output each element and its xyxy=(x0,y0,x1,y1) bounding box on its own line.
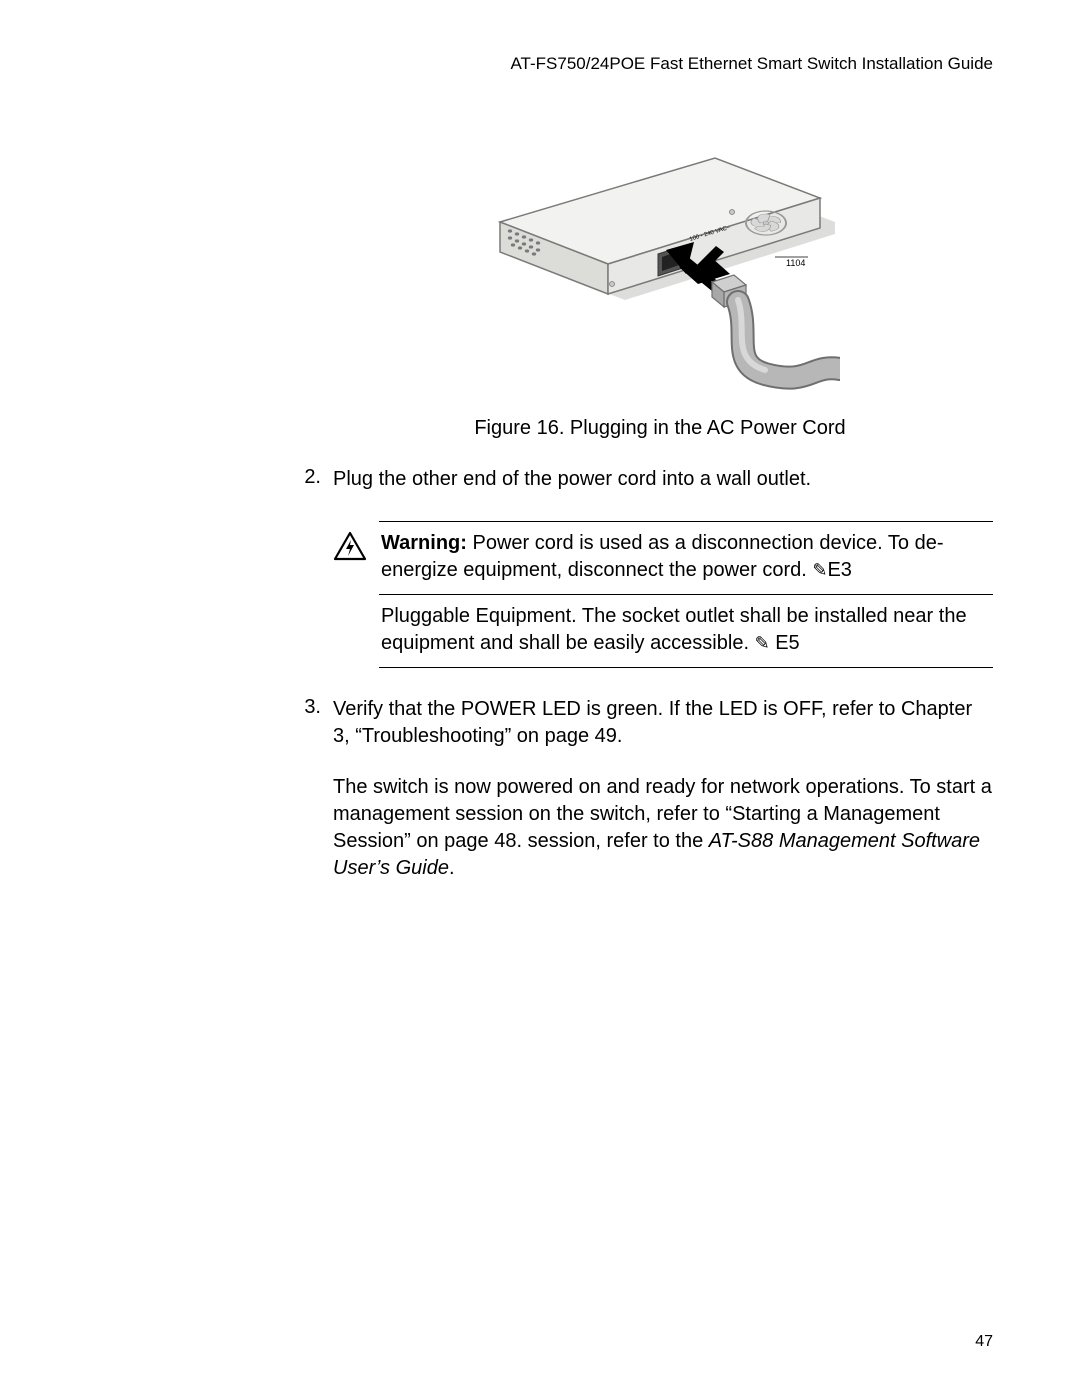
step-3-number: 3. xyxy=(287,696,333,719)
figure-num-label: 1104 xyxy=(786,258,805,268)
step-3: 3. Verify that the POWER LED is green. I… xyxy=(287,696,993,882)
warning-label: Warning: xyxy=(381,532,467,554)
step-2-number: 2. xyxy=(287,466,333,489)
step-3-p1: Verify that the POWER LED is green. If t… xyxy=(333,696,993,750)
step-2: 2. Plug the other end of the power cord … xyxy=(287,466,993,493)
step-2-text: Plug the other end of the power cord int… xyxy=(333,466,993,493)
warning-block: Warning: Power cord is used as a disconn… xyxy=(333,521,993,668)
warning-2: Pluggable Equipment. The socket outlet s… xyxy=(379,595,993,667)
figure-caption: Figure 16. Plugging in the AC Power Cord xyxy=(327,417,993,440)
page-number: 47 xyxy=(975,1333,993,1351)
warning-icon xyxy=(333,531,367,561)
warning-1: Warning: Power cord is used as a disconn… xyxy=(379,522,993,594)
step-3-p2: The switch is now powered on and ready f… xyxy=(333,774,993,882)
page-header: AT-FS750/24POE Fast Ethernet Smart Switc… xyxy=(287,54,993,74)
figure-16: 100 - 240 VAC~ 1104 xyxy=(327,134,993,399)
